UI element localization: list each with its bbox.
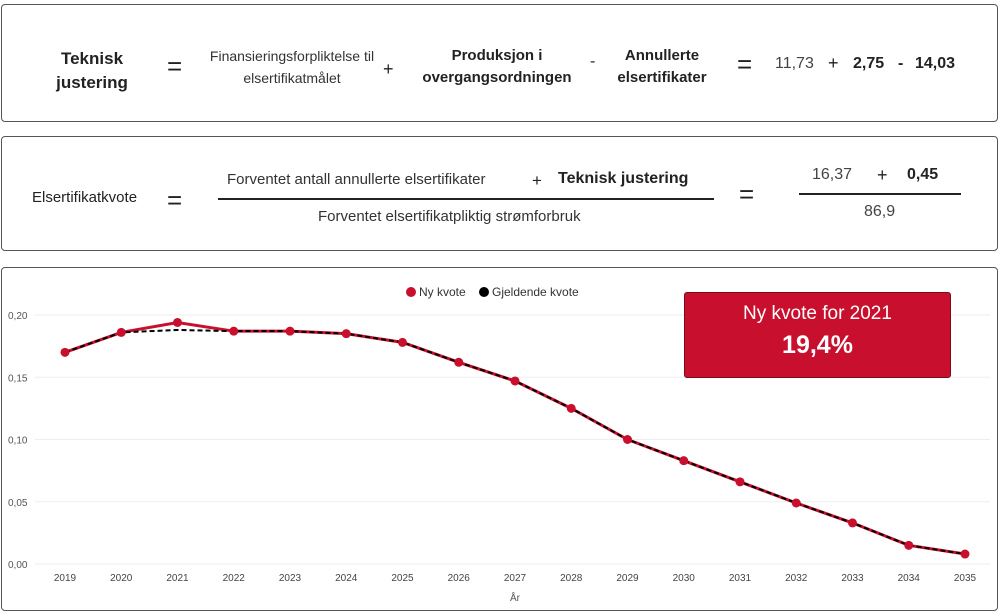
data-point-ny-kvote bbox=[623, 435, 632, 444]
data-point-ny-kvote bbox=[454, 357, 464, 367]
legend-label-ny-kvote: Ny kvote bbox=[419, 285, 466, 299]
value-op: + bbox=[877, 165, 888, 185]
x-tick-label: 2029 bbox=[616, 573, 639, 584]
data-point-ny-kvote bbox=[285, 326, 295, 336]
legend-marker-gjeldende-kvote bbox=[479, 287, 489, 297]
data-point-ny-kvote bbox=[341, 329, 351, 339]
data-point-ny-kvote bbox=[229, 326, 239, 336]
kpi-label: Ny kvote for 2021 bbox=[743, 303, 892, 324]
x-tick-label: 2020 bbox=[110, 573, 133, 584]
equals: = bbox=[167, 51, 183, 81]
term1: Finansieringsforpliktelse til elsertifik… bbox=[209, 48, 375, 86]
data-point-ny-kvote bbox=[173, 317, 182, 327]
numerator-op: + bbox=[532, 171, 542, 190]
equals: = bbox=[167, 185, 183, 215]
lhs: Teknisk justering bbox=[56, 49, 128, 92]
data-point-ny-kvote bbox=[904, 540, 914, 550]
x-tick-label: 2023 bbox=[279, 573, 302, 584]
equals-2: = bbox=[737, 49, 753, 79]
x-axis-title: År bbox=[510, 591, 521, 604]
value-2: 0,45 bbox=[907, 166, 939, 183]
fraction-bar-2 bbox=[799, 193, 961, 195]
x-tick-label: 2021 bbox=[166, 573, 189, 584]
x-tick-label: 2032 bbox=[785, 573, 808, 584]
kpi-value: 19,4% bbox=[782, 331, 853, 359]
data-point-ny-kvote bbox=[960, 549, 970, 559]
x-tick-label: 2033 bbox=[841, 573, 864, 584]
kpi-card: Ny kvote for 2021 19,4% bbox=[684, 292, 951, 378]
y-tick-label: 0,20 bbox=[8, 311, 28, 322]
value-op2: - bbox=[898, 55, 904, 72]
value-op1: + bbox=[828, 53, 839, 73]
term3: Annullerte elsertifikater bbox=[617, 47, 707, 86]
term2: Produksjon i overgangsordningen bbox=[422, 47, 572, 86]
x-tick-label: 2034 bbox=[898, 573, 921, 584]
x-tick-label: 2024 bbox=[335, 573, 358, 584]
value-2: 2,75 bbox=[853, 55, 885, 72]
value-1: 16,37 bbox=[812, 166, 853, 183]
y-tick-label: 0,05 bbox=[8, 498, 28, 509]
equals-2: = bbox=[739, 179, 755, 209]
legend-marker-ny-kvote bbox=[406, 287, 416, 297]
data-point-ny-kvote bbox=[679, 456, 689, 466]
x-tick-label: 2026 bbox=[448, 573, 471, 584]
denominator: Forventet elsertifikatpliktig strømforbr… bbox=[318, 208, 581, 225]
data-point-ny-kvote bbox=[566, 403, 576, 413]
y-tick-label: 0,00 bbox=[8, 560, 28, 571]
data-point-ny-kvote bbox=[510, 376, 520, 386]
value-denominator: 86,9 bbox=[864, 203, 896, 220]
value-1: 11,73 bbox=[775, 55, 814, 72]
data-point-ny-kvote bbox=[398, 337, 407, 347]
x-tick-label: 2022 bbox=[223, 573, 246, 584]
data-point-ny-kvote bbox=[848, 518, 857, 528]
formula-elsertifikatkvote: Elsertifikatkvote = Forventet antall ann… bbox=[1, 136, 998, 251]
op1: + bbox=[383, 59, 394, 79]
value-3: 14,03 bbox=[915, 55, 956, 72]
data-point-ny-kvote bbox=[60, 347, 70, 357]
lhs: Elsertifikatkvote bbox=[32, 189, 138, 206]
data-point-ny-kvote bbox=[791, 498, 801, 508]
x-tick-label: 2019 bbox=[54, 573, 77, 584]
y-tick-label: 0,15 bbox=[8, 373, 28, 384]
x-tick-label: 2030 bbox=[673, 573, 696, 584]
legend-label-gjeldende-kvote: Gjeldende kvote bbox=[492, 285, 579, 299]
data-point-ny-kvote bbox=[116, 327, 126, 337]
y-tick-label: 0,10 bbox=[8, 436, 28, 447]
data-point-ny-kvote bbox=[735, 477, 745, 487]
op2: - bbox=[590, 53, 596, 70]
formula-teknisk-justering: Teknisk justering = Finansieringsforplik… bbox=[1, 4, 998, 122]
x-tick-label: 2028 bbox=[560, 573, 583, 584]
line-chart: 0,00 0,05 0,10 0,15 0,20 2019 2020 2021 2022 2023… bbox=[8, 285, 990, 604]
x-tick-label: 2035 bbox=[954, 573, 977, 584]
x-tick-label: 2027 bbox=[504, 573, 527, 584]
x-tick-label: 2031 bbox=[729, 573, 752, 584]
numerator-2: Teknisk justering bbox=[558, 170, 689, 187]
numerator-1: Forventet antall annullerte elsertifikat… bbox=[227, 171, 486, 188]
x-tick-label: 2025 bbox=[391, 573, 414, 584]
fraction-bar bbox=[218, 198, 714, 200]
